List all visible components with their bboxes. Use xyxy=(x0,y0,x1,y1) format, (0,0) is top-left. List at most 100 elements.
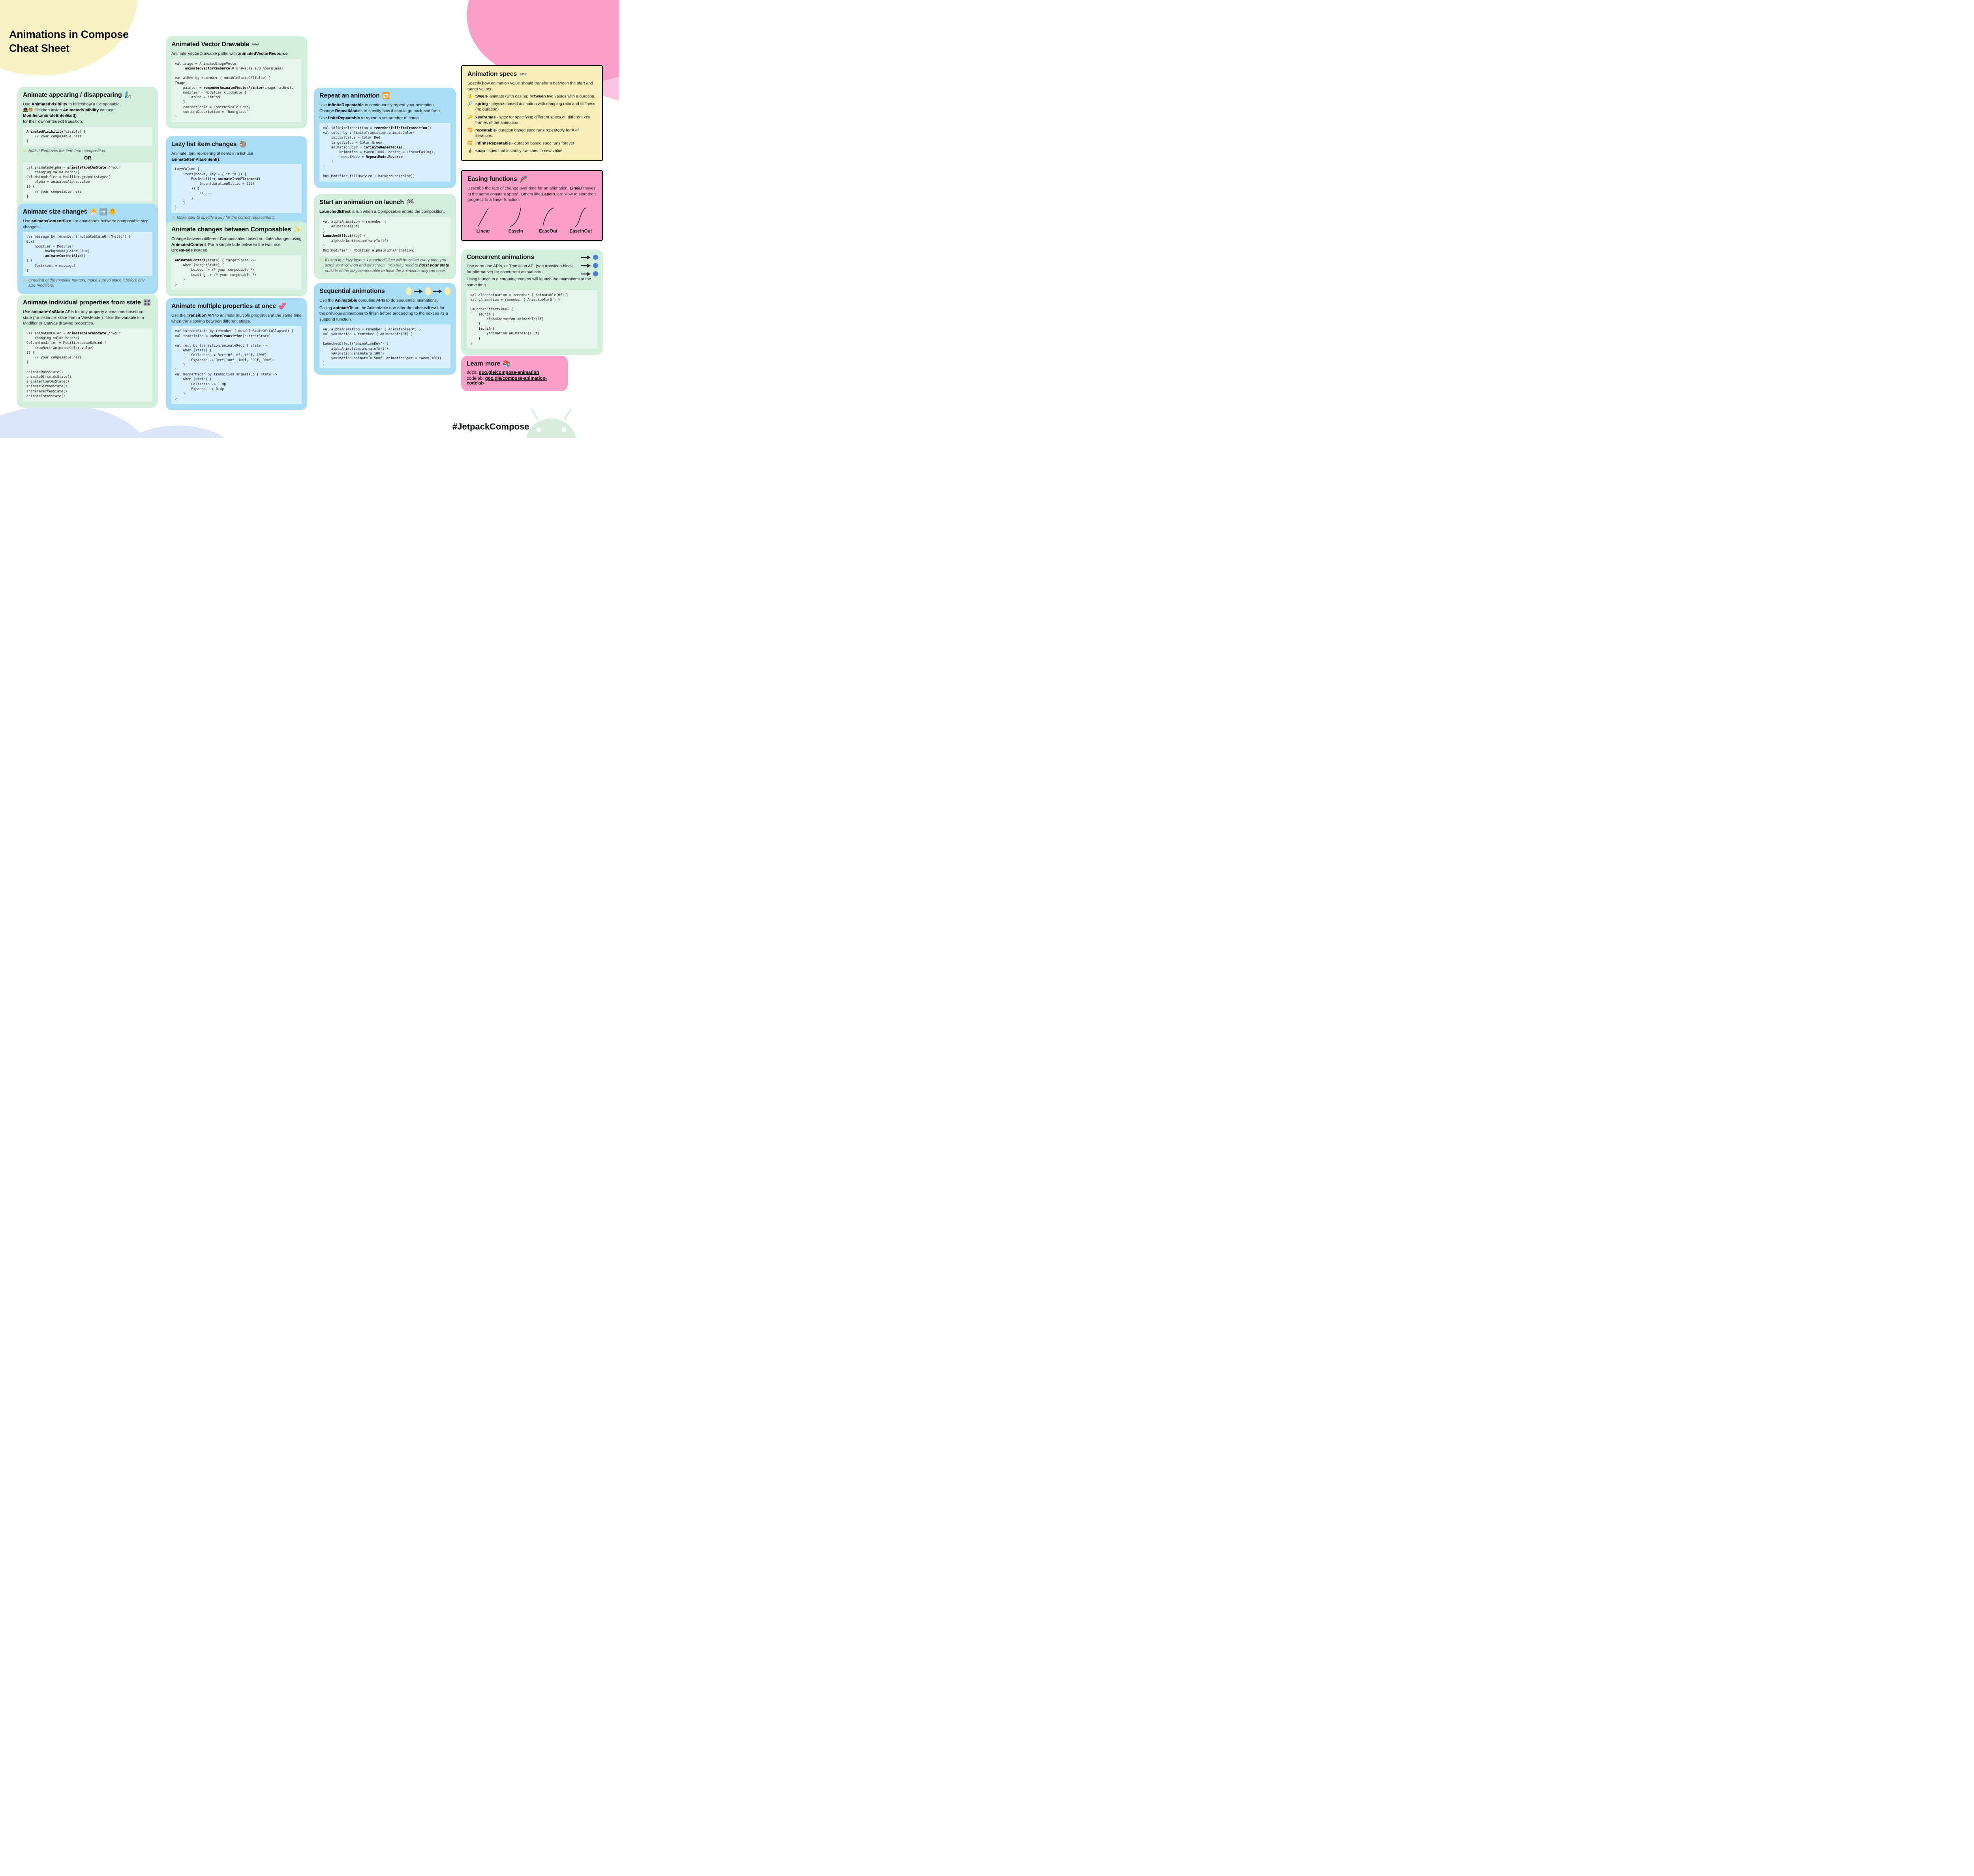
card-title: Animate appearing / disappearing xyxy=(23,92,122,98)
card-intro-2: Calling animateTo on the Animatable one … xyxy=(319,305,449,322)
card-title: Start an animation on launch xyxy=(319,199,404,206)
glasses-icon: 👓 xyxy=(519,71,527,78)
card-animate-size-changes: Animate size changes 🐣 ➡️ 🐥 Use animateCo… xyxy=(17,204,158,294)
easing-curve-easeout: EaseOut xyxy=(534,207,563,234)
code-block-animate-item-placement: LazyColumn { items(books, key = { it.id … xyxy=(171,164,302,214)
yellow-dot-icon xyxy=(445,287,450,295)
wavy-dash-icon: 〰️ xyxy=(251,41,259,48)
repeat-icon: 🔁 xyxy=(467,141,473,146)
card-repeat-an-animation: Repeat an animation 🔁 Use infiniteRepeata… xyxy=(314,88,456,188)
card-intro: Describe the rate of change over time fo… xyxy=(467,186,597,203)
card-intro: Change between different Composables bas… xyxy=(171,236,303,253)
books-icon: 📚 xyxy=(503,361,510,368)
card-sequential-animations: Sequential animations Use the Animatable… xyxy=(314,283,456,375)
card-intro: Use infiniteRepeatable to continuously r… xyxy=(319,103,441,113)
code-block-animate-as-state: val animatedColor = animateColorAsState(… xyxy=(23,328,152,401)
card-learn-more: Learn more 📚 docs: goo.gle/compose-animat… xyxy=(461,356,568,391)
card-animate-appearing-disappearing: Animate appearing / disappearing 🧞 Use An… xyxy=(17,87,158,215)
arrow-right-icon xyxy=(414,289,423,293)
code-block-infinite-repeatable: val infiniteTransition = rememberInfinit… xyxy=(319,123,450,182)
card-intro: Animate item reordering of items in a li… xyxy=(171,151,255,162)
codelab-link[interactable]: goo.gle/compose-animation-codelab xyxy=(467,376,547,386)
card-intro: Specify how animation value should trans… xyxy=(467,81,595,92)
concurrent-arrows-decoration xyxy=(581,255,598,276)
arrow-right-icon xyxy=(581,263,591,268)
blue-dot-icon xyxy=(593,271,598,276)
spec-item-tween: 🖖 tween- animate (with easing) between tw… xyxy=(467,94,597,99)
revolving-hearts-icon: 💞 xyxy=(278,303,286,310)
spec-item-keyframes: 🔑 keyframes - spec for specifying differe… xyxy=(467,115,597,126)
blue-dot-icon xyxy=(593,255,598,260)
warning-icon: ⚠ xyxy=(23,278,26,283)
arrow-right-icon xyxy=(433,289,442,293)
easing-curve-easeinout: EaseInOut xyxy=(567,207,595,234)
card-title: Lazy list item changes xyxy=(171,141,237,148)
vulcan-salute-icon: 🖖 xyxy=(467,94,473,99)
card-animation-specs: Animation specs 👓 Specify how animation v… xyxy=(461,65,603,161)
code-block-update-transition: var currentState by remember { mutableSt… xyxy=(171,326,302,404)
sparkles-icon: ✨ xyxy=(293,227,302,233)
code-block-animate-float-as-state: val animatedAlpha = animateFloatAsState(… xyxy=(23,162,152,202)
warning-icon: ⚠ xyxy=(23,149,26,154)
genie-icon: 🧞 xyxy=(124,92,132,99)
code-block-concurrent-launch: val alphaAnimation = remember { Animatab… xyxy=(467,290,597,349)
warning-note: ⚠ Adds / Removes the item from compositio… xyxy=(23,149,107,154)
card-title: Animate size changes xyxy=(23,208,88,215)
docs-link[interactable]: goo.gle/compose-animation xyxy=(478,370,539,375)
cheat-sheet-canvas: Animations in Compose Cheat Sheet #Jetpa… xyxy=(0,0,619,438)
sequential-dots-decoration xyxy=(406,287,450,295)
android-antenna-left xyxy=(530,408,539,420)
card-intro: Animate VectorDrawable paths with animat… xyxy=(171,51,288,56)
card-intro: Use AnimatedVisibility to hide/show a Co… xyxy=(23,102,121,124)
card-intro: Use animateContentSize for animations be… xyxy=(23,219,150,229)
card-animated-vector-drawable: Animated Vector Drawable 〰️ Animate Vecto… xyxy=(166,36,307,129)
card-animate-individual-properties: Animate individual properties from state… xyxy=(17,295,158,408)
spec-item-repeatable: 🔂 repeatable- duration based spec runs re… xyxy=(467,128,597,139)
code-block-launched-effect: val alphaAnimation = remember { Animatab… xyxy=(319,216,450,256)
card-intro: Use the Transition API to animate multip… xyxy=(171,313,303,324)
card-easing-functions: Easing functions 🎢 Describe the rate of c… xyxy=(461,170,603,241)
sloth-icon: 🦥 xyxy=(239,141,247,148)
warning-note: ⚠ If used in a lazy layout, LaunchedEffec… xyxy=(319,258,450,273)
page-title: Animations in Compose Cheat Sheet xyxy=(9,28,129,54)
key-icon: 🔑 xyxy=(467,115,473,120)
warning-icon: ⚠ xyxy=(319,258,323,263)
card-title: Easing functions xyxy=(467,176,517,182)
card-title: Learn more xyxy=(467,360,501,367)
tennis-ball-icon: 🎾 xyxy=(467,102,473,107)
code-block-sequential-animate-to: val alphaAnimation = remember { Animatab… xyxy=(319,324,450,369)
code-block-animate-content-size: var message by remember { mutableStateOf… xyxy=(23,232,152,276)
card-title: Animation specs xyxy=(467,71,517,77)
roller-coaster-icon: 🎢 xyxy=(519,176,527,183)
warning-note: ⚠ Ordering of the modifier matters, make … xyxy=(23,278,146,288)
spec-item-snap: 🤞🏽 snap - spec that instantly switches to… xyxy=(467,148,597,154)
card-start-animation-on-launch: Start an animation on launch 🏁 LaunchedEf… xyxy=(314,194,456,279)
card-intro-2: Using launch in a coroutine context will… xyxy=(467,277,593,288)
yellow-dot-icon xyxy=(425,287,431,295)
easein-curve-icon xyxy=(510,208,522,227)
crossed-fingers-icon: 🤞🏽 xyxy=(467,148,473,153)
easing-curve-linear: Linear xyxy=(469,207,497,234)
code-block-animated-vector-resource: val image = AnimatedImageVector .animate… xyxy=(171,58,302,122)
card-title: Sequential animations xyxy=(319,288,385,295)
repeat-single-icon: 🔂 xyxy=(467,128,473,133)
arrow-right-icon xyxy=(581,272,591,276)
android-head-icon xyxy=(525,418,577,438)
android-eye-left xyxy=(537,427,541,432)
easing-curves: Linear EaseIn EaseOut EaseInOut xyxy=(467,207,597,234)
card-title: Animate individual properties from state xyxy=(23,299,141,306)
card-intro-2: Use finiteRepeatable to repeat a set num… xyxy=(319,116,420,121)
card-intro: LaunchedEffect is run when a Composable … xyxy=(319,209,445,214)
android-antenna-right xyxy=(563,408,572,420)
card-intro: Use animate*AsState APIs for any propert… xyxy=(23,310,145,326)
arrow-right-icon xyxy=(581,255,591,259)
spec-item-infinite-repeatable: 🔁 infiniteRepeatable - duration based spe… xyxy=(467,141,597,146)
easeinout-curve-icon xyxy=(575,207,587,227)
card-title: Animate multiple properties at once xyxy=(171,303,276,310)
card-title: Animate changes between Composables xyxy=(171,226,291,233)
card-animate-multiple-properties: Animate multiple properties at once 💞 Use… xyxy=(166,298,307,411)
card-title: Animated Vector Drawable xyxy=(171,41,250,48)
docs-line: docs: goo.gle/compose-animation xyxy=(467,370,539,375)
card-title: Repeat an animation xyxy=(319,92,380,99)
hatching-chick-arrow-chick-icon: 🐣 ➡️ 🐥 xyxy=(90,209,116,216)
